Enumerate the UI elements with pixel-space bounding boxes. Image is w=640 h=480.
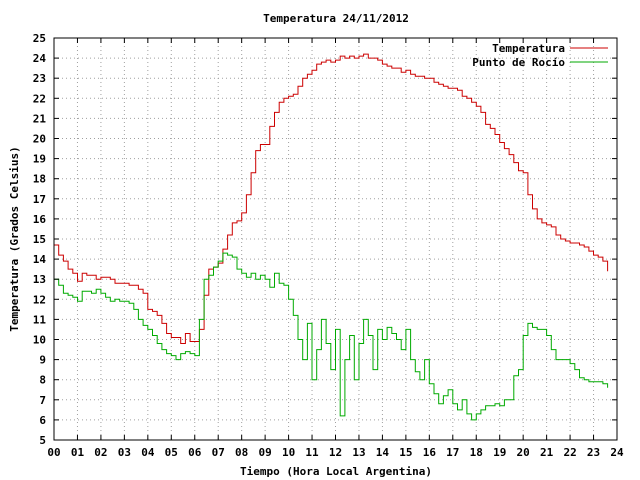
x-tick-label: 09 [259, 446, 272, 459]
x-tick-label: 20 [517, 446, 530, 459]
x-tick-label: 21 [540, 446, 554, 459]
y-tick-label: 22 [33, 92, 46, 105]
x-tick-label: 11 [305, 446, 319, 459]
y-tick-label: 18 [33, 173, 46, 186]
x-tick-label: 02 [94, 446, 107, 459]
x-tick-label: 22 [563, 446, 576, 459]
grid [54, 38, 617, 440]
x-tick-label: 18 [470, 446, 483, 459]
x-tick-label: 06 [188, 446, 202, 459]
series-line-temperatura [54, 53, 609, 344]
y-tick-label: 7 [39, 394, 46, 407]
x-tick-label: 07 [212, 446, 225, 459]
y-tick-label: 15 [33, 233, 46, 246]
y-tick-label: 17 [33, 193, 46, 206]
y-tick-label: 13 [33, 273, 46, 286]
x-tick-label: 23 [587, 446, 600, 459]
y-tick-label: 24 [33, 52, 47, 65]
y-tick-label: 21 [33, 112, 47, 125]
axis-ticks [53, 37, 618, 441]
x-tick-label: 19 [493, 446, 506, 459]
x-tick-label: 16 [423, 446, 437, 459]
y-tick-label: 16 [33, 213, 47, 226]
y-tick-label: 10 [33, 334, 46, 347]
series-lines [54, 53, 609, 421]
y-tick-label: 20 [33, 133, 46, 146]
legend-label: Temperatura [492, 42, 565, 55]
y-tick-labels: 5 6 7 8 9 10 11 12 13 14 15 16 17 18 19 20 21 22 23 24 25 [33, 32, 47, 447]
series-line-punto-de-rocio [54, 252, 609, 421]
y-tick-label: 23 [33, 72, 46, 85]
y-tick-label: 6 [39, 414, 46, 427]
y-tick-label: 25 [33, 32, 46, 45]
x-tick-label: 01 [71, 446, 85, 459]
x-tick-label: 08 [235, 446, 248, 459]
x-axis-title: Tiempo (Hora Local Argentina) [240, 465, 432, 478]
y-axis-title: Temperatura (Grados Celsius) [8, 146, 21, 331]
x-tick-label: 04 [141, 446, 155, 459]
y-tick-label: 5 [39, 434, 46, 447]
y-tick-label: 8 [39, 374, 46, 387]
y-tick-label: 11 [33, 313, 47, 326]
y-tick-label: 14 [33, 253, 47, 266]
x-tick-label: 05 [165, 446, 178, 459]
y-tick-label: 9 [39, 354, 46, 367]
x-tick-label: 10 [282, 446, 295, 459]
x-tick-label: 13 [352, 446, 365, 459]
y-tick-label: 12 [33, 293, 46, 306]
chart-title: Temperatura 24/11/2012 [263, 12, 409, 25]
x-tick-labels: 00 01 02 03 04 05 06 07 08 09 10 11 12 13 14 15 16 17 18 19… [47, 446, 624, 459]
y-tick-label: 19 [33, 153, 46, 166]
x-tick-label: 15 [399, 446, 412, 459]
x-tick-label: 03 [118, 446, 131, 459]
x-tick-label: 14 [376, 446, 390, 459]
x-tick-label: 17 [446, 446, 459, 459]
legend-label: Punto de Rocío [472, 56, 565, 69]
x-tick-label: 12 [329, 446, 342, 459]
x-tick-label: 24 [610, 446, 624, 459]
x-tick-label: 00 [47, 446, 60, 459]
